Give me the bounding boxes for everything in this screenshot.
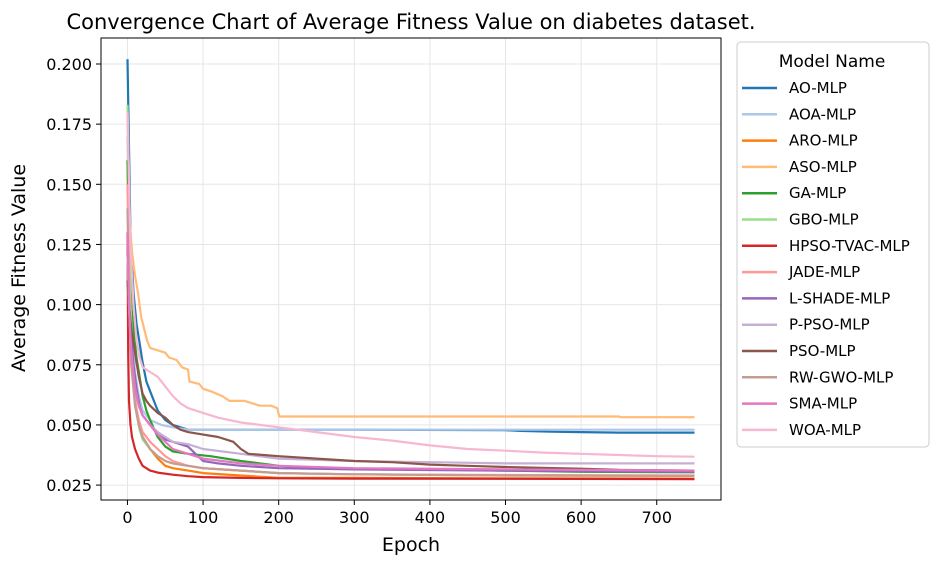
legend-item-ga-mlp: GA-MLP <box>742 184 846 202</box>
series-line-sma-mlp <box>126 232 695 472</box>
legend: Model Name AO-MLP AOA-MLP ARO-MLP ASO-MLP GA… <box>736 41 930 448</box>
x-tick-label: 500 <box>490 508 521 527</box>
legend-item-jade-mlp: JADE-MLP <box>742 263 860 281</box>
series-line-woa-mlp <box>126 112 695 458</box>
legend-label: ASO-MLP <box>789 158 857 176</box>
legend-label: SMA-MLP <box>789 395 857 413</box>
x-tick-label: 600 <box>566 508 597 527</box>
legend-item-aro-mlp: ARO-MLP <box>742 132 858 150</box>
x-tick-label: 300 <box>339 508 370 527</box>
legend-item-woa-mlp: WOA-MLP <box>742 421 861 439</box>
legend-box <box>736 41 930 448</box>
y-axis-ticks: 0.025 0.050 0.075 0.100 0.125 0.150 0.175 0.200 <box>46 55 101 495</box>
y-tick-label: 0.175 <box>46 115 92 134</box>
legend-item-ao-mlp: AO-MLP <box>742 79 847 97</box>
legend-label: PSO-MLP <box>789 342 856 360</box>
y-tick-label: 0.075 <box>46 356 92 375</box>
legend-item-gbo-mlp: GBO-MLP <box>742 211 859 229</box>
legend-label: ARO-MLP <box>789 132 858 150</box>
y-tick-label: 0.125 <box>46 235 92 254</box>
legend-label: AO-MLP <box>789 79 847 97</box>
x-tick-label: 200 <box>263 508 294 527</box>
legend-label: RW-GWO-MLP <box>789 368 893 386</box>
legend-label: P-PSO-MLP <box>789 316 870 334</box>
legend-item-rw-gwo-mlp: RW-GWO-MLP <box>742 368 893 386</box>
legend-label: GBO-MLP <box>789 211 859 229</box>
legend-item-l-shade-mlp: L-SHADE-MLP <box>742 289 890 307</box>
series-line-gbo-mlp <box>126 104 695 477</box>
legend-item-aso-mlp: ASO-MLP <box>742 158 857 176</box>
series-line-aoa-mlp <box>126 136 695 431</box>
plot-frame <box>100 37 722 501</box>
legend-label: L-SHADE-MLP <box>789 289 890 307</box>
y-tick-label: 0.200 <box>46 55 92 74</box>
chart-title: Convergence Chart of Average Fitness Val… <box>66 10 755 34</box>
legend-item-pso-mlp: PSO-MLP <box>742 342 856 360</box>
series-line-pso-mlp <box>126 280 695 472</box>
y-tick-label: 0.100 <box>46 296 92 315</box>
series-line-ga-mlp <box>126 160 695 474</box>
series-line-ao-mlp <box>126 59 695 434</box>
x-tick-label: 0 <box>122 508 132 527</box>
legend-label: JADE-MLP <box>788 263 860 281</box>
series-line-hpso-tvac-mlp <box>126 232 695 481</box>
series-line-aso-mlp <box>126 116 695 419</box>
x-tick-label: 700 <box>641 508 672 527</box>
y-tick-label: 0.150 <box>46 175 92 194</box>
legend-item-sma-mlp: SMA-MLP <box>742 395 857 413</box>
y-axis-label: Average Fitness Value <box>8 164 30 372</box>
legend-title: Model Name <box>779 52 886 72</box>
y-tick-label: 0.025 <box>46 476 92 495</box>
legend-label: GA-MLP <box>789 184 846 202</box>
y-tick-label: 0.050 <box>46 416 92 435</box>
legend-item-p-pso-mlp: P-PSO-MLP <box>742 316 870 334</box>
legend-label: HPSO-TVAC-MLP <box>789 237 910 255</box>
legend-label: WOA-MLP <box>789 421 861 439</box>
series-layer <box>126 59 695 481</box>
legend-item-aoa-mlp: AOA-MLP <box>742 105 856 123</box>
x-axis-label: Epoch <box>382 534 440 556</box>
grid-lines <box>101 38 721 500</box>
x-axis-ticks: 0 100 200 300 400 500 600 700 <box>122 500 672 527</box>
legend-item-hpso-tvac-mlp: HPSO-TVAC-MLP <box>742 237 910 255</box>
legend-items: AO-MLP AOA-MLP ARO-MLP ASO-MLP GA-MLP GBO-MLP… <box>742 79 910 439</box>
legend-label: AOA-MLP <box>789 105 856 123</box>
x-tick-label: 100 <box>188 508 219 527</box>
series-line-rw-gwo-mlp <box>126 208 695 477</box>
x-tick-label: 400 <box>415 508 446 527</box>
